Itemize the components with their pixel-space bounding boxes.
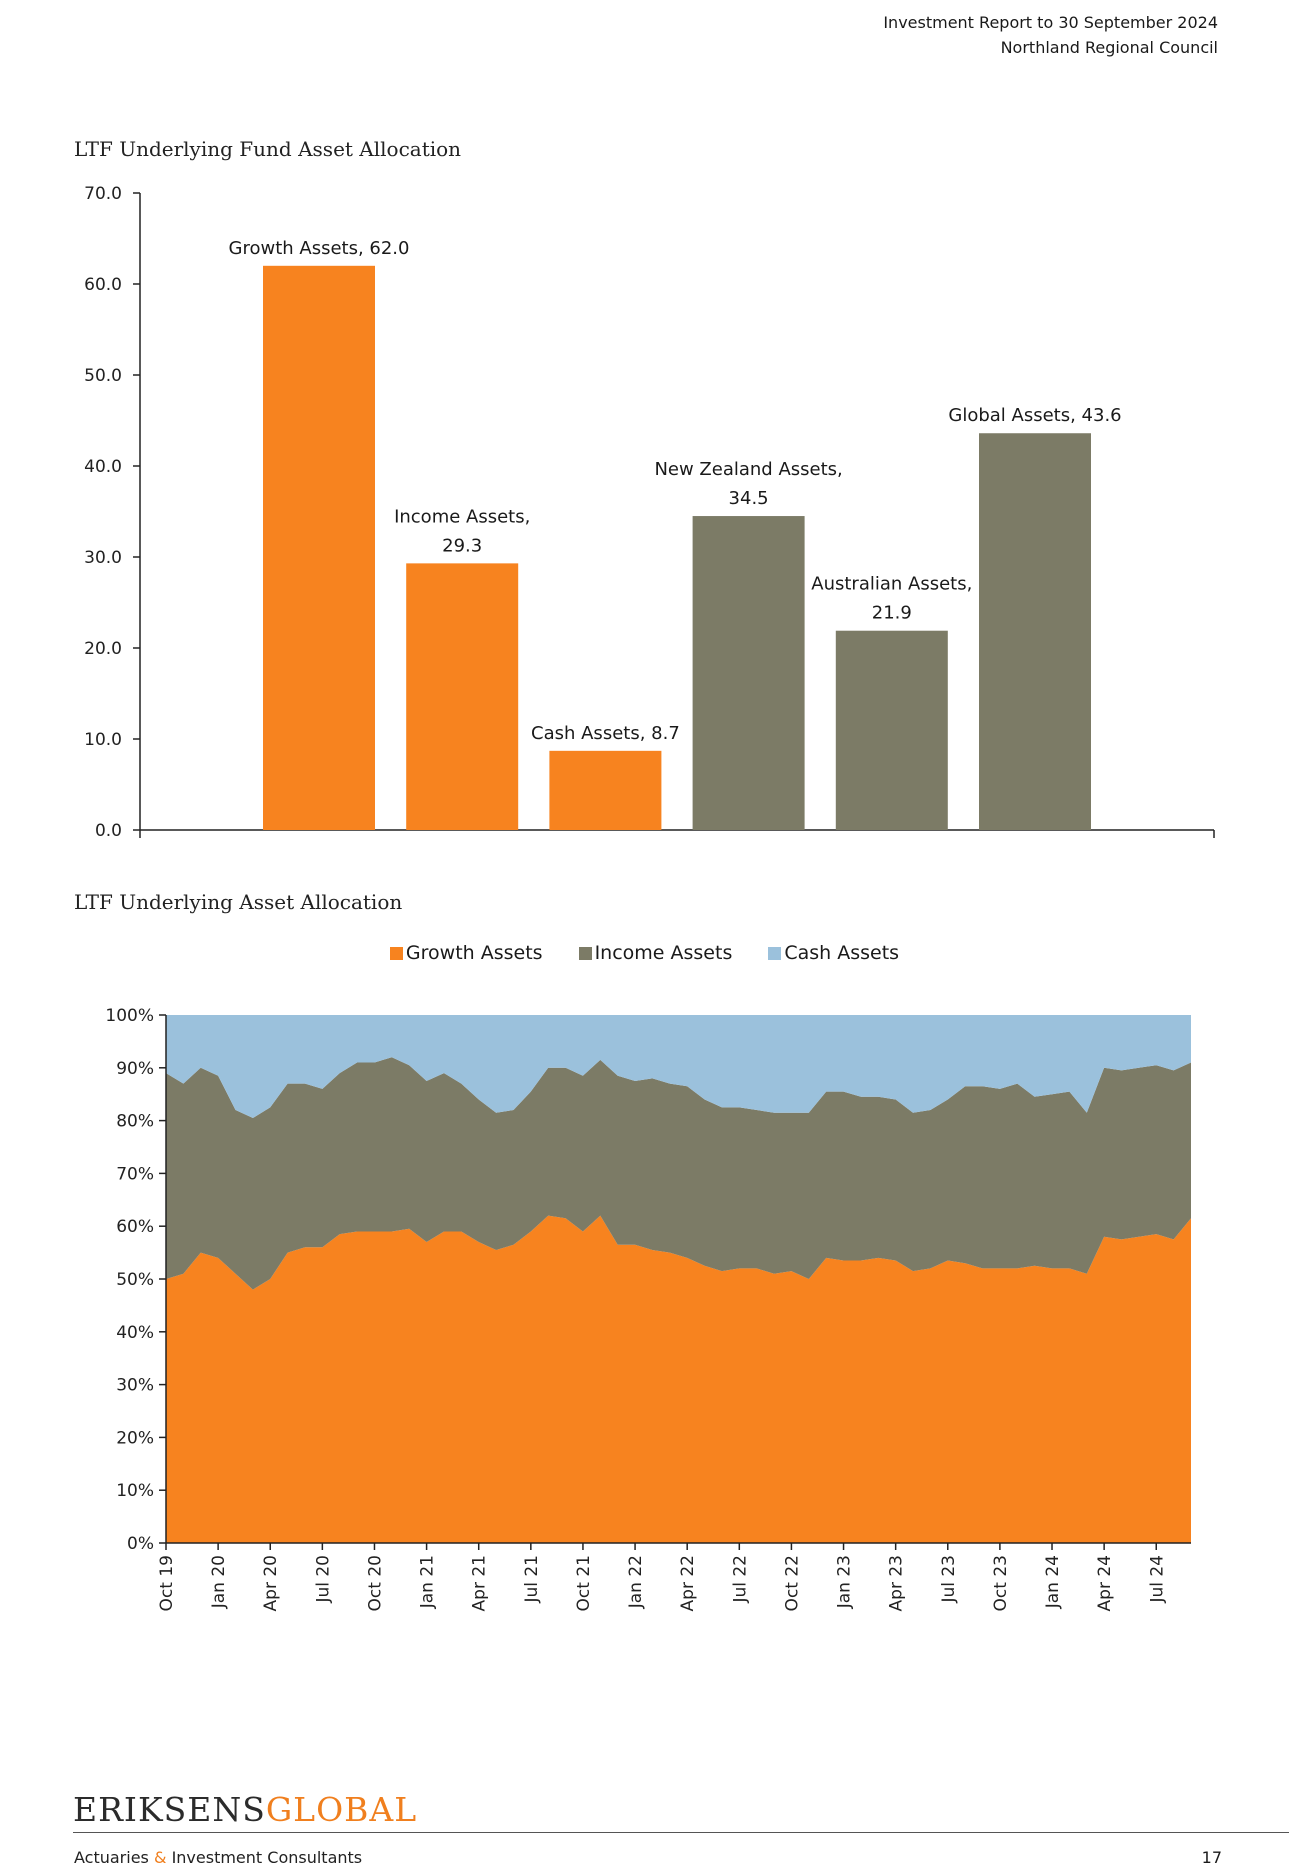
report-header: Investment Report to 30 September 2024 N…	[883, 10, 1218, 60]
y-tick-label: 30.0	[84, 548, 122, 568]
x-tick-label: Jul 22	[730, 1555, 750, 1604]
x-tick-label: Jan 23	[835, 1555, 855, 1609]
area-series	[166, 1215, 1191, 1543]
y-tick-label: 60%	[116, 1217, 154, 1237]
y-tick-label: 20.0	[84, 639, 122, 659]
fund-allocation-bar-chart: 0.0 10.0 20.0 30.0 40.0 50.0 60.0 70.0 Growth A…	[84, 184, 1215, 841]
legend-label: Income Assets	[594, 942, 733, 964]
report-title: Investment Report to 30 September 2024	[883, 13, 1218, 32]
x-tick-label: Apr 22	[678, 1555, 698, 1611]
x-tick-label: Oct 20	[365, 1555, 385, 1611]
tagline-part-1: Actuaries	[74, 1848, 149, 1867]
y-tick-label: 70%	[116, 1164, 154, 1184]
y-tick-label: 20%	[116, 1428, 154, 1448]
area-chart-title: LTF Underlying Asset Allocation	[74, 890, 403, 914]
legend-item: Growth Assets	[389, 942, 543, 964]
page-number: 17	[1201, 1848, 1222, 1867]
client-name: Northland Regional Council	[1000, 38, 1218, 57]
x-tick-label: Jan 21	[418, 1555, 438, 1609]
x-tick-label: Apr 24	[1095, 1555, 1115, 1611]
y-tick-label: 80%	[116, 1112, 154, 1132]
area-series	[166, 1057, 1191, 1290]
y-tick-label: 10.0	[84, 730, 122, 750]
bar-data-label: Cash Assets, 8.7	[531, 723, 680, 744]
y-tick-label: 40.0	[84, 457, 122, 477]
logo-part-1: ERIKSENS	[73, 1790, 266, 1829]
bar-data-label: Income Assets,	[394, 506, 530, 527]
y-tick-label: 60.0	[84, 275, 122, 295]
x-tick-label: Jul 21	[522, 1555, 542, 1604]
footer-divider	[73, 1832, 1289, 1833]
x-tick-label: Jul 23	[939, 1555, 959, 1604]
legend-label: Growth Assets	[405, 942, 543, 964]
bar-data-label: 29.3	[442, 535, 482, 556]
legend-item: Income Assets	[578, 942, 733, 964]
x-tick-label: Jul 24	[1147, 1555, 1167, 1604]
x-tick-label: Oct 19	[157, 1555, 177, 1611]
bar-chart-title: LTF Underlying Fund Asset Allocation	[74, 137, 462, 161]
x-tick-label: Oct 21	[574, 1555, 594, 1611]
logo-part-2: GLOBAL	[265, 1790, 418, 1829]
bar-data-label: Global Assets, 43.6	[948, 405, 1121, 426]
bar-data-label: New Zealand Assets,	[654, 459, 842, 480]
x-tick-label: Apr 21	[470, 1555, 490, 1611]
y-tick-label: 30%	[116, 1376, 154, 1396]
y-tick-label: 0.0	[95, 821, 122, 841]
company-logo: ERIKSENSGLOBAL	[73, 1790, 417, 1829]
bar	[692, 516, 805, 830]
bar-data-label: 34.5	[729, 488, 769, 509]
bar-data-label: Australian Assets,	[811, 574, 972, 595]
y-tick-label: 0%	[127, 1534, 154, 1554]
x-tick-label: Jan 20	[209, 1555, 229, 1609]
y-tick-label: 100%	[105, 1006, 154, 1026]
bar-data-label: Growth Assets, 62.0	[229, 238, 410, 259]
area-chart-legend: Growth Assets Income Assets Cash Assets	[0, 942, 1289, 964]
bar	[549, 750, 662, 830]
legend-swatch	[389, 947, 403, 960]
x-tick-label: Jan 22	[626, 1555, 646, 1609]
x-tick-label: Apr 20	[261, 1555, 281, 1611]
footer-tagline: Actuaries & Investment Consultants	[74, 1848, 362, 1867]
area-series	[166, 1015, 1191, 1118]
bar	[979, 433, 1091, 830]
legend-swatch	[768, 947, 782, 960]
x-tick-label: Oct 22	[782, 1555, 802, 1611]
asset-allocation-area-chart: 0% 10% 20% 30% 40% 50% 60% 70% 80% 90% 100% Oct 19 J…	[105, 1006, 1191, 1611]
bar	[263, 265, 375, 830]
y-tick-label: 40%	[116, 1323, 154, 1343]
y-tick-label: 90%	[116, 1059, 154, 1079]
x-tick-label: Jan 24	[1043, 1555, 1063, 1609]
x-tick-label: Oct 23	[991, 1555, 1011, 1611]
bar	[406, 563, 519, 830]
bar	[835, 630, 948, 830]
y-tick-label: 10%	[116, 1481, 154, 1501]
legend-item: Cash Assets	[768, 942, 899, 964]
y-tick-label: 50%	[116, 1270, 154, 1290]
y-tick-label: 70.0	[84, 184, 122, 204]
y-tick-label: 50.0	[84, 366, 122, 386]
bar-data-label: 21.9	[872, 603, 912, 624]
tagline-part-2: Investment Consultants	[171, 1848, 363, 1867]
x-tick-label: Apr 23	[887, 1555, 907, 1611]
tagline-ampersand: &	[153, 1848, 167, 1867]
legend-label: Cash Assets	[784, 942, 900, 964]
x-tick-label: Jul 20	[313, 1555, 333, 1604]
legend-swatch	[578, 947, 592, 960]
